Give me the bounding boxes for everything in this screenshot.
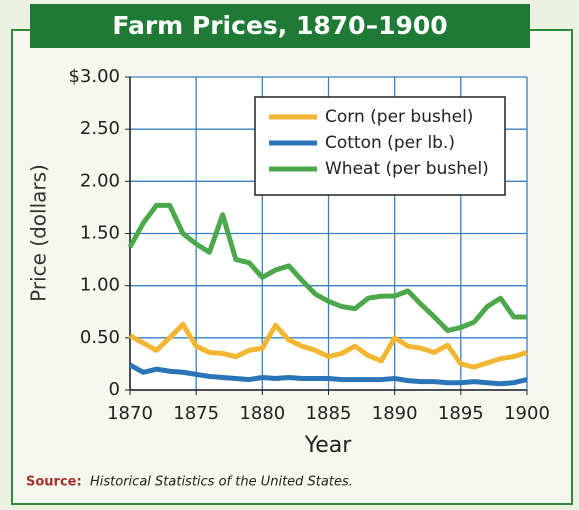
y-tick-label: 0 [109,379,120,400]
title-banner [30,4,530,48]
x-tick-label: 1895 [438,403,484,424]
y-tick-label: 0.50 [80,327,120,348]
y-tick-label: 1.50 [80,223,120,244]
y-tick-label: 2.50 [80,118,120,139]
series-line [127,202,527,334]
y-tick-label: 2.00 [80,170,120,191]
legend-label: Cotton (per lb.) [325,133,455,153]
y-axis-label: Price (dollars) [27,164,51,302]
series-line [128,321,528,370]
lines [127,202,528,387]
x-tick-label: 1875 [173,403,219,424]
legend-label: Wheat (per bushel) [325,159,489,179]
source-text: Historical Statistics of the United Stat… [90,475,353,490]
x-tick-label: 1870 [107,403,153,424]
legend-label: Corn (per bushel) [325,107,473,127]
legend-box [254,96,506,196]
y-tick-label: 1.00 [80,275,120,296]
x-tick-label: 1880 [239,403,285,424]
y-tick-label: $3.00 [68,66,120,87]
x-tick-label: 1890 [372,403,418,424]
series-line [128,362,528,387]
chart-title: Farm Prices, 1870–1900 [112,11,447,40]
x-tick-label: 1885 [306,403,352,424]
x-tick-label: 1900 [504,403,550,424]
x-axis-label: Year [304,433,353,458]
source-label: Source: [26,475,82,490]
legend: Corn (per bushel) Cotton (per lb.) Wheat (… [254,96,506,196]
